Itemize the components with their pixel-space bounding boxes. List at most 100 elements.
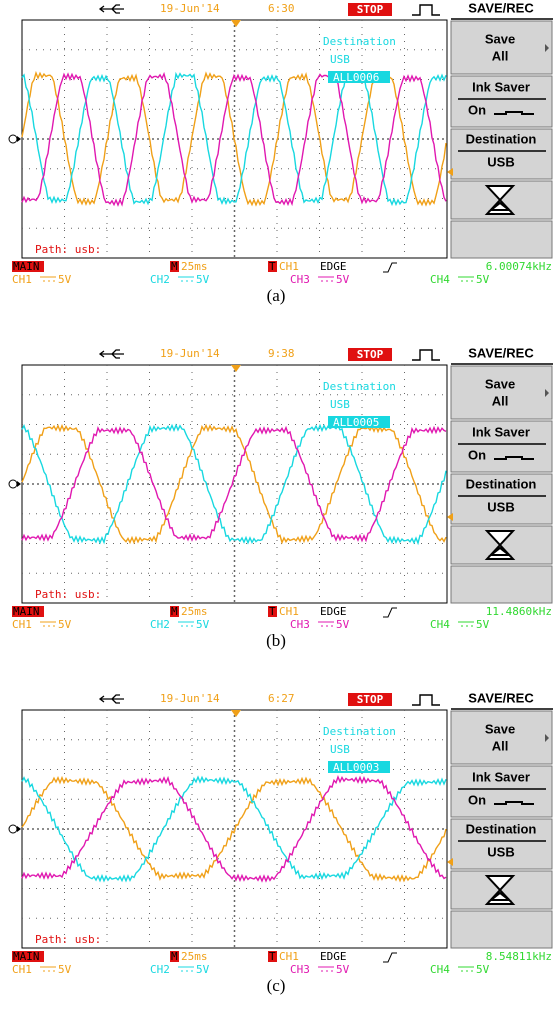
menu-all: All [492, 48, 509, 63]
dc-icon [458, 622, 474, 626]
dc-icon [40, 622, 56, 626]
mode: MAIN [13, 260, 40, 273]
timebase: 25ms [181, 950, 208, 963]
usb-icon [100, 695, 124, 703]
trigger-icon [412, 695, 440, 705]
edge-icon [383, 608, 397, 617]
date: 19-Jun'14 [160, 692, 220, 705]
trigger-label: T [269, 605, 276, 618]
ground-marker [9, 480, 17, 488]
status: STOP [357, 3, 384, 16]
menu-ink-saver: Ink Saver [472, 424, 530, 439]
trigger-type: EDGE [320, 260, 347, 273]
dc-icon [178, 622, 194, 626]
trigger-source: CH1 [279, 605, 299, 618]
overlay-usb: USB [330, 743, 350, 756]
frequency: 6.00074kHz [486, 260, 552, 273]
timebase: 25ms [181, 605, 208, 618]
frequency: 11.4860kHz [486, 605, 552, 618]
status: STOP [357, 693, 384, 706]
overlay-destination: Destination [323, 380, 396, 393]
overlay-destination: Destination [323, 725, 396, 738]
overlay-file: ALL0005 [333, 416, 379, 429]
channel-name: CH2 [150, 618, 170, 631]
menu-save: Save [485, 31, 515, 46]
dc-icon [318, 277, 334, 281]
timebase-label: M [171, 260, 178, 273]
dc-icon [318, 622, 334, 626]
ground-arrow [17, 826, 21, 832]
menu-all: All [492, 393, 509, 408]
path-label: Path: usb: [35, 588, 101, 601]
channel-scale: 5V [336, 273, 350, 286]
channel-scale: 5V [336, 963, 350, 976]
time: 6:27 [268, 692, 295, 705]
caption: (c) [267, 976, 286, 995]
menu-title: SAVE/REC [468, 345, 534, 360]
trigger-icon [412, 350, 440, 360]
menu-on: On [468, 447, 486, 462]
dc-icon [178, 967, 194, 971]
channel-scale: 5V [336, 618, 350, 631]
trigger-source: CH1 [279, 260, 299, 273]
timebase-label: M [171, 605, 178, 618]
channel-name: CH3 [290, 273, 310, 286]
menu-title: SAVE/REC [468, 690, 534, 705]
menu-button [451, 221, 552, 258]
menu-on: On [468, 102, 486, 117]
channel-scale: 5V [58, 618, 72, 631]
ground-arrow [17, 481, 21, 487]
menu-button [451, 911, 552, 948]
usb-icon [100, 350, 124, 358]
date: 19-Jun'14 [160, 2, 220, 15]
ground-arrow [17, 136, 21, 142]
channel-name: CH2 [150, 963, 170, 976]
menu-title: SAVE/REC [468, 0, 534, 15]
dc-icon [178, 277, 194, 281]
trigger-source: CH1 [279, 950, 299, 963]
overlay-destination: Destination [323, 35, 396, 48]
channel-name: CH4 [430, 273, 450, 286]
menu-destination: Destination [466, 821, 537, 836]
menu-save: Save [485, 721, 515, 736]
menu-save: Save [485, 376, 515, 391]
dc-icon [458, 967, 474, 971]
overlay-usb: USB [330, 398, 350, 411]
ground-marker [9, 825, 17, 833]
dc-icon [40, 967, 56, 971]
channel-name: CH3 [290, 618, 310, 631]
channel-scale: 5V [476, 273, 490, 286]
scope-panel: 19-Jun'149:38STOPSAVE/RECSaveAllInk Save… [9, 345, 553, 650]
page: {"panels":[ {"caption":"(a)","date":"19-… [0, 0, 553, 1014]
path-label: Path: usb: [35, 243, 101, 256]
channel-name: CH4 [430, 618, 450, 631]
menu-usb: USB [487, 154, 514, 169]
trigger-label: T [269, 260, 276, 273]
channel-scale: 5V [196, 618, 210, 631]
path-label: Path: usb: [35, 933, 101, 946]
figure: 19-Jun'146:30STOPSAVE/RECSaveAllInk Save… [0, 0, 553, 1014]
timebase-label: M [171, 950, 178, 963]
edge-icon [383, 263, 397, 272]
menu-usb: USB [487, 499, 514, 514]
channel-scale: 5V [196, 963, 210, 976]
menu-button [451, 566, 552, 603]
channel-scale: 5V [476, 963, 490, 976]
menu-ink-saver: Ink Saver [472, 769, 530, 784]
menu-on: On [468, 792, 486, 807]
channel-name: CH1 [12, 963, 32, 976]
date: 19-Jun'14 [160, 347, 220, 360]
overlay-file: ALL0006 [333, 71, 379, 84]
dc-icon [40, 277, 56, 281]
overlay-usb: USB [330, 53, 350, 66]
frequency: 8.54811kHz [486, 950, 552, 963]
channel-name: CH1 [12, 618, 32, 631]
dc-icon [458, 277, 474, 281]
dc-icon [318, 967, 334, 971]
mode: MAIN [13, 950, 40, 963]
caption: (b) [266, 631, 286, 650]
menu-destination: Destination [466, 476, 537, 491]
channel-name: CH3 [290, 963, 310, 976]
channel-scale: 5V [476, 618, 490, 631]
